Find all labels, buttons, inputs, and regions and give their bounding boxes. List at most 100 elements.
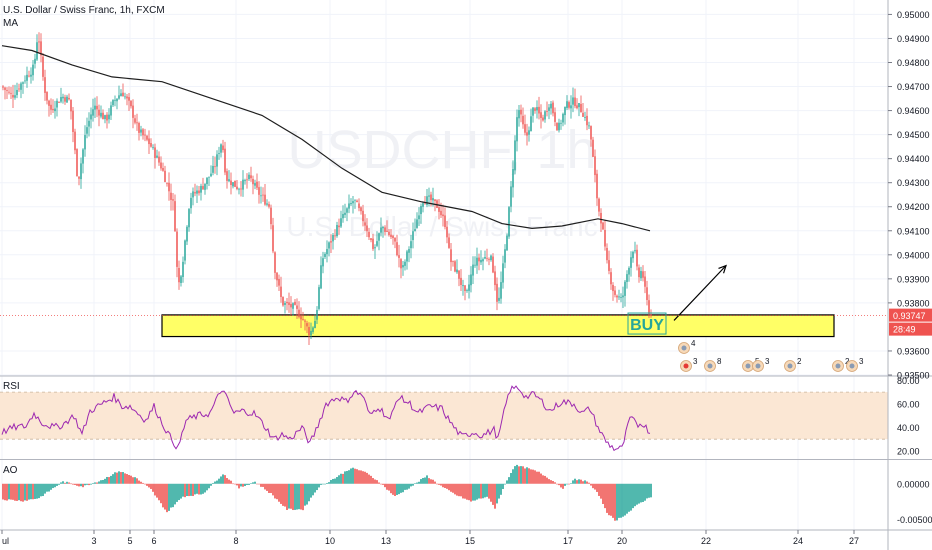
candle-156	[314, 314, 316, 329]
candle-35	[72, 107, 74, 143]
candle-125	[252, 175, 254, 195]
candle-153	[308, 322, 310, 345]
ao-bar-204	[410, 483, 412, 487]
candle-245	[492, 253, 494, 274]
ao-bar-77	[156, 483, 158, 498]
support-zone[interactable]	[161, 314, 835, 338]
ao-bar-278	[558, 483, 560, 486]
ao-bar-122	[246, 483, 248, 485]
event-badge-6[interactable]: 2	[832, 357, 851, 372]
candle-197	[396, 234, 398, 257]
ao-bar-317	[636, 483, 638, 505]
ao-bar-83	[168, 483, 170, 511]
trend-arrow-head	[718, 264, 727, 274]
candle-87	[176, 228, 178, 278]
candle-162	[326, 240, 328, 263]
ao-bar-97	[196, 483, 198, 494]
ao-bar-165	[332, 478, 334, 484]
support-zone-rect[interactable]	[161, 314, 835, 338]
candle-1	[4, 86, 6, 100]
event-badge-2[interactable]: 8	[704, 357, 723, 372]
ao-bar-72	[146, 483, 148, 486]
candle-88	[178, 260, 180, 290]
event-badge-count-5: 2	[797, 357, 802, 366]
candle-287	[576, 98, 578, 110]
ao-bar-239	[480, 483, 482, 499]
ao-bar-238	[478, 483, 480, 499]
ao-bar-141	[284, 483, 286, 507]
candle-20	[42, 53, 44, 81]
ao-bar-182	[366, 472, 368, 484]
ao-bar-269	[540, 473, 542, 484]
ao-bar-250	[502, 483, 504, 490]
candle-146	[294, 299, 296, 306]
candle-42	[86, 117, 88, 139]
candle-247	[496, 277, 498, 311]
ao-bar-19	[40, 483, 42, 497]
ao-bar-241	[484, 483, 486, 498]
candle-76	[154, 143, 156, 169]
candle-11	[24, 75, 26, 84]
candle-129	[260, 186, 262, 204]
buy-label-box[interactable]	[627, 312, 667, 335]
ao-bar-32	[66, 481, 68, 484]
ao-bar-73	[148, 483, 150, 488]
candle-167	[336, 221, 338, 238]
trend-arrow-line[interactable]	[673, 265, 727, 321]
candle-161	[324, 252, 326, 259]
rsi-tick-0: 80.00	[897, 376, 920, 386]
event-badge-5[interactable]: 2	[784, 357, 803, 372]
ao-bar-24	[50, 483, 52, 490]
candle-72	[146, 134, 148, 142]
ao-bar-170	[342, 473, 344, 484]
candle-227	[456, 259, 458, 274]
ao-bar-94	[190, 483, 192, 496]
candle-277	[556, 122, 558, 131]
symbol-title[interactable]: U.S. Dollar / Swiss Franc, 1h, FXCM	[3, 5, 165, 16]
ao-bar-15	[32, 483, 34, 500]
ao-bar-188	[378, 482, 380, 484]
candle-52	[106, 112, 108, 129]
candle-261	[524, 114, 526, 136]
event-badge-7[interactable]: 3	[846, 357, 865, 372]
candle-91	[184, 239, 186, 265]
candle-136	[274, 251, 276, 280]
ao-bar-81	[164, 483, 166, 510]
candle-0	[2, 85, 4, 91]
ao-bar-3	[8, 483, 10, 500]
ao-bar-33	[68, 482, 70, 484]
ma-legend[interactable]: MA	[3, 18, 18, 29]
candle-45	[92, 98, 94, 122]
candle-3	[8, 86, 10, 95]
ao-bar-311	[624, 483, 626, 516]
event-badge-0[interactable]: 4	[678, 339, 697, 354]
candle-145	[292, 302, 294, 316]
event-badge-4[interactable]: 3	[752, 357, 771, 372]
candle-242	[486, 248, 488, 262]
event-badge-1[interactable]: 3	[680, 357, 699, 372]
ao-bar-138	[278, 483, 280, 502]
candle-259	[520, 104, 522, 123]
candle-282	[566, 95, 568, 110]
buy-label[interactable]: BUY	[630, 317, 664, 334]
ao-bar-207	[416, 482, 418, 484]
rsi-legend[interactable]: RSI	[3, 381, 20, 392]
candle-190	[382, 225, 384, 238]
countdown-tag	[889, 322, 932, 336]
ao-bar-34	[70, 483, 72, 485]
price-tick-7: 0.94300	[897, 178, 930, 188]
candle-59	[120, 89, 122, 97]
candle-280	[562, 112, 564, 127]
ao-bar-87	[176, 483, 178, 502]
price-tick-2: 0.94800	[897, 58, 930, 68]
candle-26	[54, 100, 56, 119]
ao-bar-20	[42, 483, 44, 497]
rsi-tick-2: 40.00	[897, 423, 920, 433]
ao-bar-156	[314, 483, 316, 493]
ao-bar-281	[564, 483, 566, 486]
candle-137	[276, 271, 278, 287]
last-price-value: 0.93747	[893, 311, 926, 321]
candle-320	[642, 265, 644, 282]
ao-legend[interactable]: AO	[3, 465, 18, 476]
